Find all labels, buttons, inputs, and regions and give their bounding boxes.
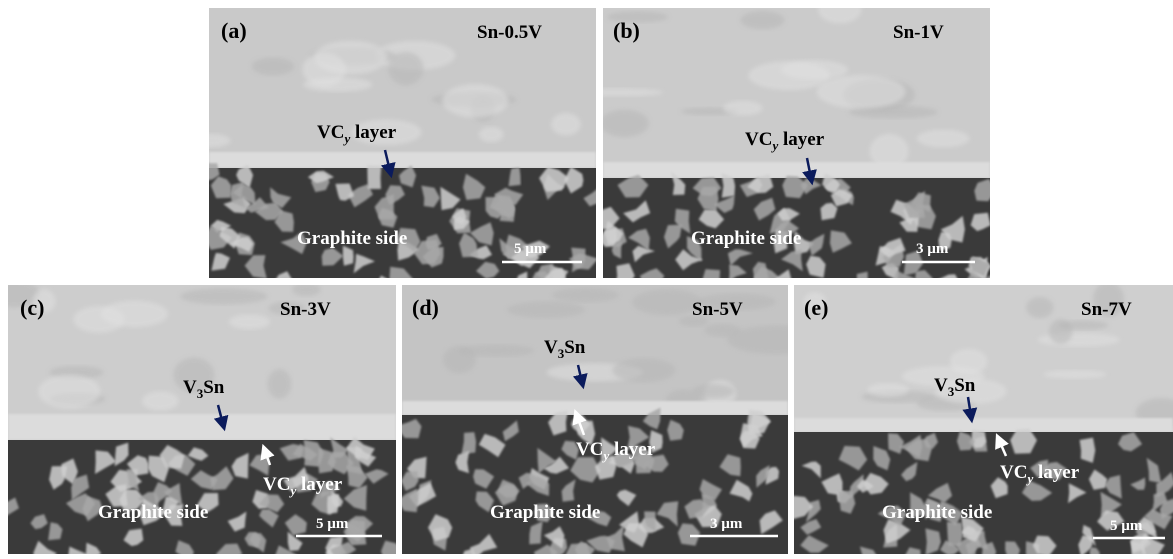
texture bbox=[267, 369, 291, 399]
texture bbox=[314, 41, 387, 75]
texture bbox=[458, 345, 534, 357]
texture bbox=[817, 75, 906, 109]
annotation: V3Sn bbox=[183, 377, 225, 401]
annotation-rest: Sn bbox=[954, 375, 976, 396]
region-label: Graphite side bbox=[297, 228, 407, 249]
region-label: Graphite side bbox=[882, 502, 992, 523]
annotation-rest: layer bbox=[350, 122, 396, 143]
texture bbox=[101, 301, 168, 328]
panel-label: (c) bbox=[20, 295, 44, 320]
annotation-rest: Sn bbox=[564, 337, 586, 358]
texture bbox=[612, 358, 675, 382]
texture bbox=[600, 110, 649, 138]
scale-bar-label: 5 µm bbox=[316, 516, 349, 532]
interface-layer bbox=[8, 414, 396, 440]
annotation-main: VC bbox=[745, 129, 772, 150]
texture bbox=[388, 52, 423, 85]
interface-layer bbox=[603, 162, 990, 178]
scale-bar-label: 5 µm bbox=[514, 241, 547, 257]
texture bbox=[479, 127, 504, 143]
texture bbox=[740, 11, 784, 29]
texture bbox=[1044, 370, 1107, 379]
micrograph-panel: (c) Sn-3V V3Sn VCy layer Graphite side 5 µm bbox=[0, 280, 401, 554]
panel-label: (d) bbox=[412, 295, 439, 320]
annotation-main: V bbox=[934, 375, 948, 396]
micrograph-panel: (d) Sn-5V V3Sn VCy layer Graphite side 3 µm bbox=[396, 285, 827, 554]
texture bbox=[442, 84, 508, 118]
interface-layer bbox=[794, 418, 1173, 432]
annotation-main: VC bbox=[1000, 462, 1027, 483]
scale-bar-label: 3 µm bbox=[710, 516, 743, 532]
texture bbox=[180, 288, 267, 304]
region-label: Graphite side bbox=[490, 502, 600, 523]
graphite-particle bbox=[947, 522, 963, 546]
graphite-particle bbox=[367, 165, 381, 189]
texture bbox=[38, 375, 100, 409]
micrograph-panel: (e) Sn-7V V3Sn VCy layer Graphite side 5 µm bbox=[788, 282, 1173, 554]
sample-name: Sn-1V bbox=[893, 22, 944, 43]
texture bbox=[303, 77, 372, 92]
annotation: VCy layer bbox=[263, 474, 343, 498]
texture bbox=[229, 314, 271, 329]
texture bbox=[917, 129, 970, 147]
panel-label: (e) bbox=[804, 295, 828, 320]
texture bbox=[187, 134, 230, 148]
graphite-region bbox=[402, 415, 788, 554]
annotation-rest: layer bbox=[778, 129, 824, 150]
texture bbox=[252, 57, 295, 75]
sample-name: Sn-7V bbox=[1081, 299, 1132, 320]
micrograph-panel: (a) Sn-0.5V VCy layer Graphite side 5 µm bbox=[187, 8, 606, 295]
graphite-particle bbox=[599, 228, 617, 247]
annotation-main: VC bbox=[576, 439, 603, 460]
region-label: Graphite side bbox=[98, 502, 208, 523]
texture bbox=[292, 283, 321, 296]
region-label: Graphite side bbox=[691, 228, 801, 249]
texture bbox=[723, 101, 763, 116]
scale-bar-label: 3 µm bbox=[916, 241, 949, 257]
annotation: VCy layer bbox=[317, 122, 397, 146]
figure: (a) Sn-0.5V VCy layer Graphite side 5 µm (b) S… bbox=[0, 0, 1173, 554]
texture bbox=[950, 349, 988, 375]
annotation: V3Sn bbox=[544, 337, 586, 361]
scale-bar-label: 5 µm bbox=[1110, 518, 1143, 534]
annotation-main: VC bbox=[263, 474, 290, 495]
texture bbox=[552, 288, 619, 303]
annotation-rest: layer bbox=[296, 474, 342, 495]
texture bbox=[551, 113, 581, 135]
annotation: VCy layer bbox=[576, 439, 656, 463]
texture bbox=[507, 301, 585, 318]
annotation-rest: Sn bbox=[203, 377, 225, 398]
sample-name: Sn-0.5V bbox=[477, 22, 542, 43]
texture bbox=[867, 383, 909, 397]
texture bbox=[1049, 319, 1072, 344]
texture bbox=[1026, 297, 1053, 318]
annotation-rest: layer bbox=[609, 439, 655, 460]
texture bbox=[142, 391, 179, 410]
annotation: VCy layer bbox=[1000, 462, 1080, 486]
micrograph-panel: (b) Sn-1V VCy layer Graphite side 3 µm bbox=[569, 0, 997, 295]
annotation-main: V bbox=[544, 337, 558, 358]
annotation: V3Sn bbox=[934, 375, 976, 399]
texture bbox=[704, 324, 740, 337]
interface-layer bbox=[209, 152, 596, 168]
sample-name: Sn-3V bbox=[280, 299, 331, 320]
sample-name: Sn-5V bbox=[692, 299, 743, 320]
annotation-main: V bbox=[183, 377, 197, 398]
interface-layer bbox=[402, 401, 788, 415]
panel-label: (b) bbox=[613, 18, 640, 43]
panel-label: (a) bbox=[221, 18, 247, 43]
annotation: VCy layer bbox=[745, 129, 825, 153]
annotation-rest: layer bbox=[1033, 462, 1079, 483]
annotation-main: VC bbox=[317, 122, 344, 143]
texture bbox=[748, 61, 830, 90]
